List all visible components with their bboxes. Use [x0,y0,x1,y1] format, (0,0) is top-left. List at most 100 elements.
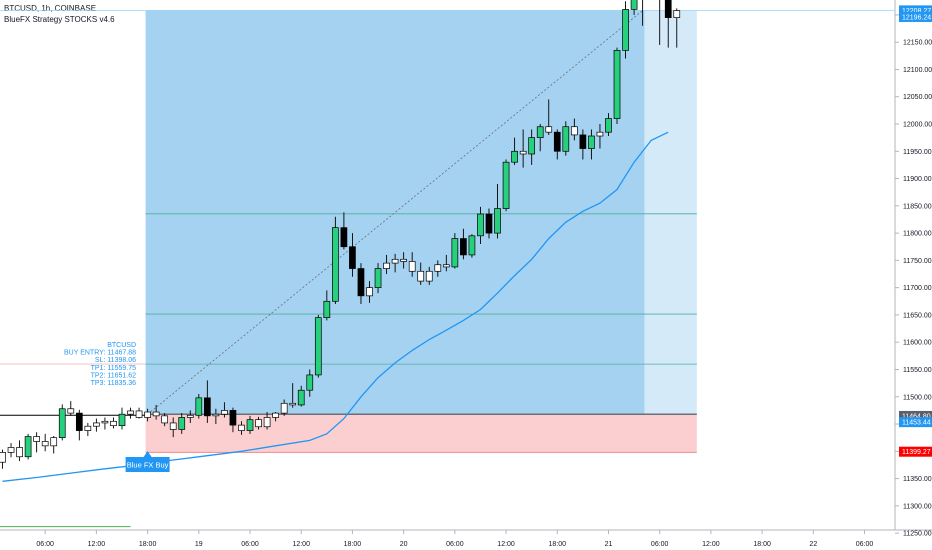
price-tag-bg [899,11,932,22]
candle [289,383,297,408]
candle [528,129,536,165]
candle [186,410,194,423]
candle [673,8,681,48]
candle [451,233,459,269]
price-tag-label: 11464.80 [902,413,931,420]
candle [110,417,117,429]
candle-body [178,417,186,430]
loss-zone [145,414,697,453]
candle-body [110,420,117,427]
candle [605,113,612,137]
candle-body [118,413,126,427]
price-tag-label: 12208.27 [902,8,931,15]
candle-body [553,131,561,152]
candle-body [169,422,177,430]
candle [332,216,339,305]
candle [75,409,83,441]
candle [391,253,399,273]
candle-body [425,270,433,282]
candle [195,394,203,419]
price-tag: 11453.44 [899,417,932,428]
x-tick-label: 18:00 [139,541,157,548]
candle-body [545,126,553,133]
candle [16,440,23,462]
candle [622,1,629,59]
candle-body [50,437,58,447]
y-tick-label: 11300.00 [903,503,932,510]
x-tick-label: 12:00 [497,541,515,548]
x-tick-label: 18:00 [344,541,362,548]
candle-body [588,135,595,149]
y-tick-label: 11900.00 [903,176,932,183]
candle-body [58,408,66,439]
price-tag: 11464.80 [899,410,932,421]
candle [229,407,237,433]
x-tick-label: 19 [195,541,203,548]
candle [588,129,595,160]
candle [553,129,561,160]
candle [101,417,109,430]
x-tick-label: 06:00 [651,541,669,548]
candle-body [613,50,621,119]
candle-body [468,235,476,256]
candle-body [528,137,536,155]
info-line: TP2: 11651.62 [91,372,137,379]
y-tick-label: 11350.00 [903,476,932,483]
x-tick-label: 18:00 [753,541,771,548]
candle [349,233,356,277]
candle-body [366,287,373,297]
candle [630,0,638,15]
price-tag: 12208.27 [899,5,932,16]
y-tick-label: 12100.00 [903,67,932,74]
candle-body [127,410,134,415]
candle-body [442,264,450,268]
candle [255,416,262,430]
candle [144,408,151,422]
candle-body [7,447,15,453]
price-tag-bg [899,446,932,457]
x-tick-label: 12:00 [292,541,310,548]
candle [246,415,254,434]
price-tag-bg [899,410,932,421]
candle [203,380,211,423]
candle-body [67,408,75,414]
x-tick-label: 18:00 [549,541,567,548]
candle [502,159,510,212]
candle-body [289,402,297,406]
candle-body [263,417,271,428]
candle-body [451,238,459,268]
candle [536,124,544,152]
candle [67,401,75,416]
candle [169,417,177,438]
candle-body [383,262,390,269]
candle [340,212,348,250]
candle-body [186,414,194,418]
price-tag-label: 12196.24 [902,14,931,21]
candle-body [212,413,220,417]
candle [383,254,390,275]
candle-body [0,452,6,463]
candle [485,208,493,239]
info-line: TP3: 11835.36 [91,380,137,387]
candle-body [400,258,407,262]
y-tick-label: 12150.00 [903,40,932,47]
indicator-title: BlueFX Strategy STOCKS v4.6 [4,15,115,24]
x-tick-label: 06:00 [446,541,464,548]
candle [477,206,484,245]
candle-body [314,317,322,376]
trend-dashed-line [147,10,643,415]
candle-body [135,410,143,418]
price-tag-bg [899,417,932,428]
candle-body [605,118,612,133]
price-tag-label: 11399.27 [902,449,931,456]
candle [570,118,578,141]
y-tick-label: 12050.00 [903,94,932,101]
candle [323,290,331,321]
candle-body [494,208,501,234]
candle-body [84,425,92,431]
x-tick-label: 21 [605,541,613,548]
y-tick-label: 11850.00 [903,203,932,210]
x-tick-label: 22 [809,541,817,548]
y-tick-label: 11750.00 [903,258,932,265]
